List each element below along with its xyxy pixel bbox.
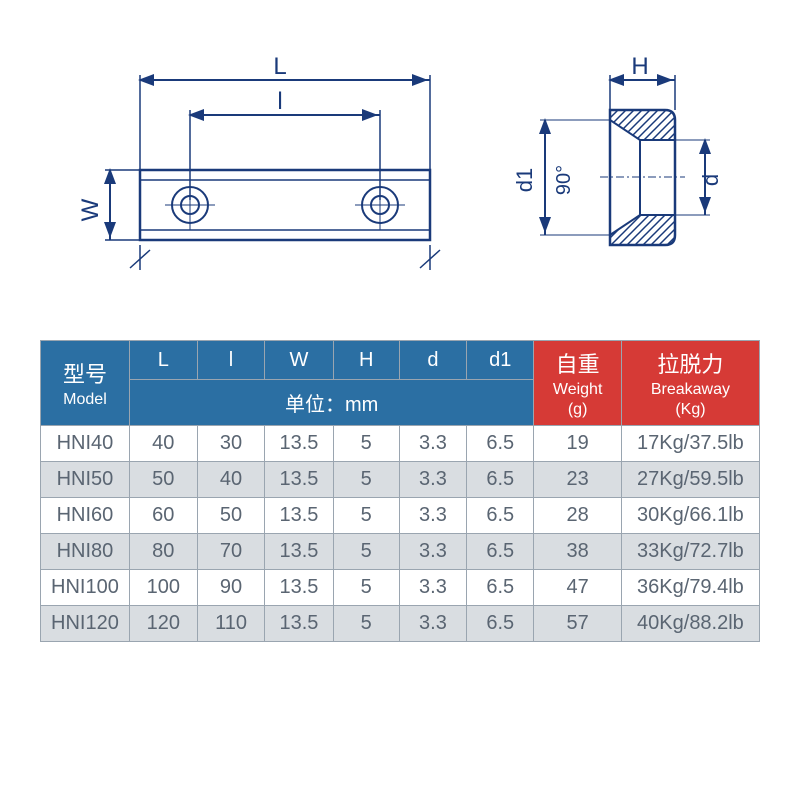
cell-H: 5	[333, 570, 399, 606]
cell-l: 90	[197, 570, 265, 606]
cell-W: 13.5	[265, 534, 333, 570]
cell-l: 40	[197, 462, 265, 498]
cell-L: 80	[129, 534, 197, 570]
cell-model: HNI40	[41, 426, 130, 462]
cell-model: HNI50	[41, 462, 130, 498]
cell-H: 5	[333, 498, 399, 534]
cell-d: 3.3	[399, 606, 466, 642]
cell-H: 5	[333, 606, 399, 642]
cell-L: 120	[129, 606, 197, 642]
cell-breakaway: 36Kg/79.4lb	[621, 570, 759, 606]
cell-W: 13.5	[265, 426, 333, 462]
table-body: HNI40 40 30 13.5 5 3.3 6.5 19 17Kg/37.5l…	[41, 426, 760, 642]
angle-label: 90°	[553, 165, 575, 195]
cell-H: 5	[333, 462, 399, 498]
cell-d1: 6.5	[467, 534, 534, 570]
diagram-area: L l W	[40, 30, 760, 310]
cell-model: HNI120	[41, 606, 130, 642]
cell-W: 13.5	[265, 462, 333, 498]
table-row: HNI50 50 40 13.5 5 3.3 6.5 23 27Kg/59.5l…	[41, 462, 760, 498]
cell-L: 40	[129, 426, 197, 462]
cell-model: HNI60	[41, 498, 130, 534]
table-row: HNI40 40 30 13.5 5 3.3 6.5 19 17Kg/37.5l…	[41, 426, 760, 462]
cell-weight: 19	[534, 426, 621, 462]
table-row: HNI60 60 50 13.5 5 3.3 6.5 28 30Kg/66.1l…	[41, 498, 760, 534]
cell-L: 100	[129, 570, 197, 606]
cell-d: 3.3	[399, 534, 466, 570]
header-breakaway: 拉脱力 Breakaway (Kg)	[621, 341, 759, 426]
cell-d: 3.3	[399, 462, 466, 498]
cell-breakaway: 30Kg/66.1lb	[621, 498, 759, 534]
table-row: HNI100 100 90 13.5 5 3.3 6.5 47 36Kg/79.…	[41, 570, 760, 606]
dim-label-W: W	[77, 198, 104, 221]
cell-d1: 6.5	[467, 498, 534, 534]
cell-L: 60	[129, 498, 197, 534]
cell-breakaway: 17Kg/37.5lb	[621, 426, 759, 462]
cell-W: 13.5	[265, 498, 333, 534]
cell-weight: 23	[534, 462, 621, 498]
dim-label-d: d	[698, 174, 723, 186]
cell-weight: 47	[534, 570, 621, 606]
dim-label-H: H	[631, 53, 648, 80]
dim-label-d1: d1	[512, 168, 537, 192]
cell-d1: 6.5	[467, 462, 534, 498]
front-view-diagram: L l W	[70, 50, 450, 290]
cell-d: 3.3	[399, 426, 466, 462]
spec-table: 型号 Model L l W H d d1 自重 Weight (g) 拉脱力 …	[40, 340, 760, 642]
cell-W: 13.5	[265, 570, 333, 606]
table-row: HNI120 120 110 13.5 5 3.3 6.5 57 40Kg/88…	[41, 606, 760, 642]
header-weight: 自重 Weight (g)	[534, 341, 621, 426]
header-model: 型号 Model	[41, 341, 130, 426]
header-H: H	[333, 341, 399, 380]
dim-label-L: L	[273, 53, 286, 80]
header-d1: d1	[467, 341, 534, 380]
cell-model: HNI100	[41, 570, 130, 606]
cell-H: 5	[333, 534, 399, 570]
side-view-diagram: H 90° d1 d	[510, 50, 730, 290]
cell-H: 5	[333, 426, 399, 462]
header-unit: 单位：mm	[129, 380, 533, 426]
header-d: d	[399, 341, 466, 380]
cell-breakaway: 33Kg/72.7lb	[621, 534, 759, 570]
dim-label-l: l	[277, 88, 282, 115]
cell-l: 70	[197, 534, 265, 570]
cell-weight: 38	[534, 534, 621, 570]
cell-l: 110	[197, 606, 265, 642]
cell-weight: 28	[534, 498, 621, 534]
table-row: HNI80 80 70 13.5 5 3.3 6.5 38 33Kg/72.7l…	[41, 534, 760, 570]
cell-d1: 6.5	[467, 570, 534, 606]
cell-W: 13.5	[265, 606, 333, 642]
cell-d1: 6.5	[467, 426, 534, 462]
header-L: L	[129, 341, 197, 380]
cell-breakaway: 40Kg/88.2lb	[621, 606, 759, 642]
cell-l: 50	[197, 498, 265, 534]
cell-d: 3.3	[399, 498, 466, 534]
header-W: W	[265, 341, 333, 380]
cell-d1: 6.5	[467, 606, 534, 642]
cell-model: HNI80	[41, 534, 130, 570]
cell-L: 50	[129, 462, 197, 498]
cell-d: 3.3	[399, 570, 466, 606]
cell-weight: 57	[534, 606, 621, 642]
header-l: l	[197, 341, 265, 380]
cell-breakaway: 27Kg/59.5lb	[621, 462, 759, 498]
cell-l: 30	[197, 426, 265, 462]
